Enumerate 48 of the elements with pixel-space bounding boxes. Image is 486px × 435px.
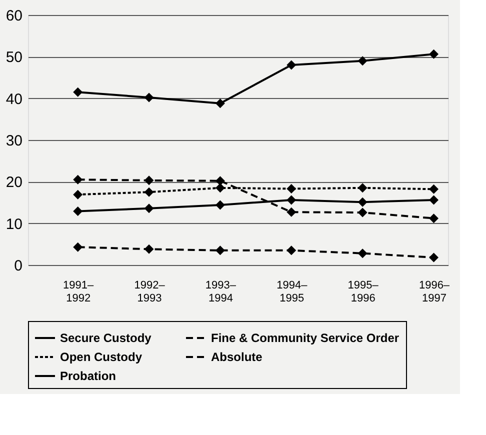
y-tick-label: 30 <box>6 132 22 150</box>
point <box>144 176 154 186</box>
point <box>215 98 225 108</box>
point <box>215 183 225 193</box>
point <box>144 187 154 197</box>
point <box>286 246 296 256</box>
point <box>429 214 439 224</box>
point <box>286 184 296 194</box>
y-tick-label: 40 <box>6 90 22 108</box>
point <box>73 242 83 252</box>
point <box>286 207 296 217</box>
point <box>215 246 225 256</box>
point <box>429 184 439 194</box>
x-tick-label: 1993–1994 <box>205 280 237 304</box>
legend-label: Fine & Community Service Order <box>211 331 400 345</box>
point <box>73 190 83 200</box>
point <box>358 56 368 66</box>
point <box>429 195 439 205</box>
y-tick-label: 20 <box>6 174 22 192</box>
legend-label: Open Custody <box>60 350 142 364</box>
point <box>358 208 368 218</box>
point <box>429 49 439 59</box>
legend-label: Probation <box>60 369 116 383</box>
point <box>358 248 368 258</box>
y-tick-label: 50 <box>6 49 22 66</box>
x-tick-label: 1994–1995 <box>276 280 308 304</box>
point <box>215 176 225 186</box>
y-tick-label: 0 <box>14 258 22 274</box>
point <box>358 197 368 207</box>
point <box>144 92 154 102</box>
point <box>286 195 296 205</box>
point <box>429 252 439 262</box>
x-tick-label: 1992–1993 <box>134 280 166 304</box>
x-tick-label: 1991–1992 <box>63 280 95 304</box>
x-tick-label: 1996–1997 <box>418 280 450 304</box>
point <box>73 174 83 184</box>
legend-label: Secure Custody <box>60 331 152 345</box>
x-tick-label: 1995–1996 <box>348 280 380 304</box>
point <box>73 87 83 97</box>
point <box>215 200 225 210</box>
y-tick-label: 60 <box>6 8 22 24</box>
point <box>286 60 296 70</box>
y-tick-label: 10 <box>6 216 22 233</box>
point <box>73 206 83 216</box>
point <box>358 183 368 193</box>
legend-label: Absolute <box>211 350 263 364</box>
point <box>144 204 154 214</box>
point <box>144 244 154 254</box>
